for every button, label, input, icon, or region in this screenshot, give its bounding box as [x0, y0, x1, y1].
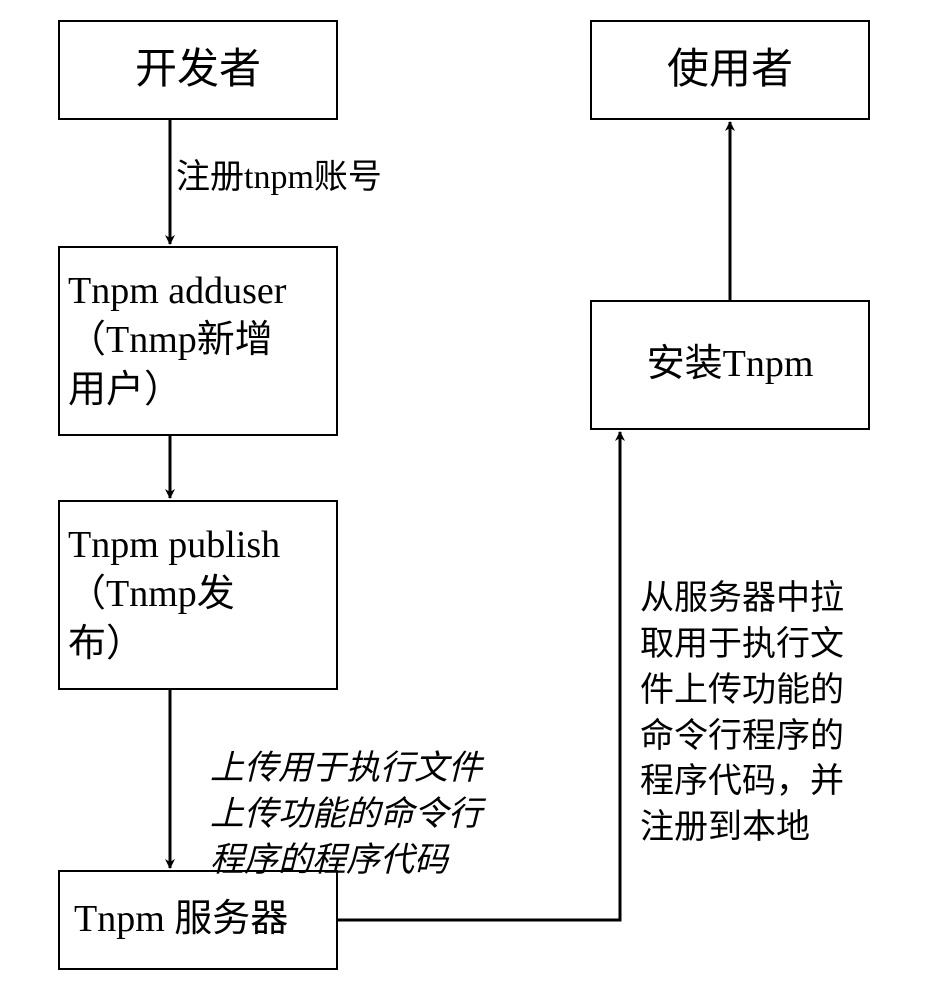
edge-label-pull: 从服务器中拉 取用于执行文 件上传功能的 命令行程序的 程序代码，并 注册到本地	[640, 530, 920, 851]
node-label: 安装Tnpm	[647, 340, 814, 389]
node-install: 安装Tnpm	[590, 300, 870, 430]
node-server: Tnpm 服务器	[58, 870, 338, 970]
node-adduser: Tnpm adduser （Tnmp新增 用户）	[58, 246, 338, 436]
node-label: Tnpm publish （Tnmp发 布）	[68, 521, 280, 669]
edge-label-register: 注册tnpm账号	[176, 155, 476, 201]
node-label: 使用者	[667, 43, 793, 98]
edge-label-upload: 上传用于执行文件 上传功能的命令行 程序的程序代码	[210, 700, 550, 884]
node-publish: Tnpm publish （Tnmp发 布）	[58, 500, 338, 690]
node-label: Tnpm adduser （Tnmp新增 用户）	[68, 267, 286, 415]
node-label: Tnpm 服务器	[74, 895, 288, 944]
node-label: 开发者	[135, 43, 261, 98]
node-user: 使用者	[590, 20, 870, 120]
node-developer: 开发者	[58, 20, 338, 120]
